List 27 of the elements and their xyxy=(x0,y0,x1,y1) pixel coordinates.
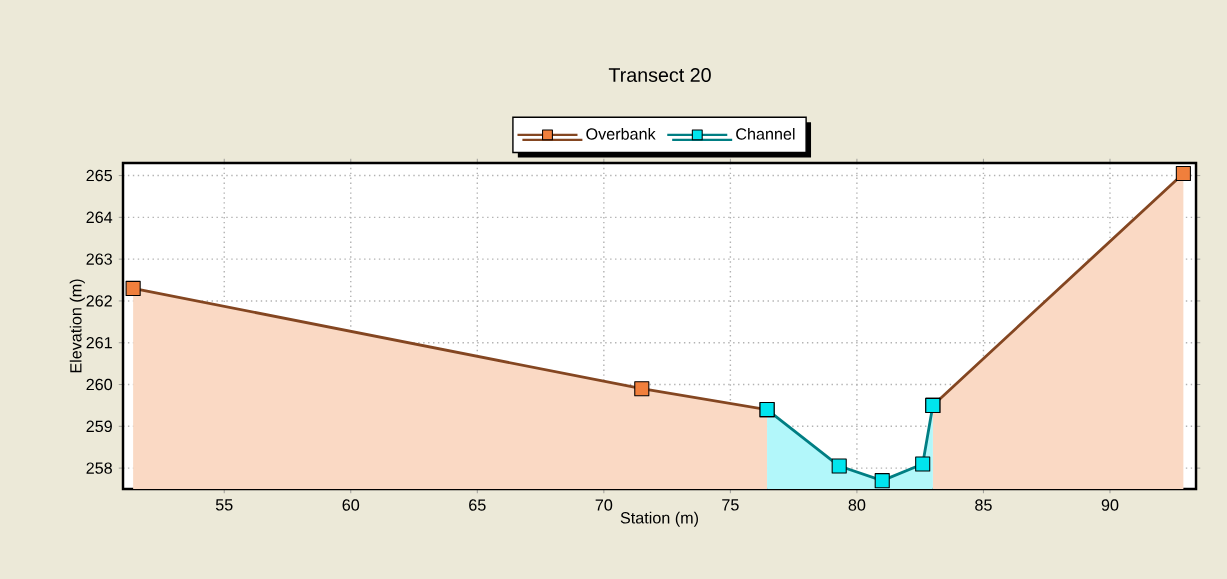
x-tick-label: 60 xyxy=(342,499,360,511)
y-axis-title: Elevation (m) xyxy=(69,279,85,373)
y-tick-label: 258 xyxy=(86,462,112,474)
x-axis-title: Station (m) xyxy=(620,511,698,527)
x-tick-label: 90 xyxy=(1101,499,1119,511)
point xyxy=(1175,165,1191,182)
y-tick-label: 265 xyxy=(86,169,113,182)
y-tick-label: 264 xyxy=(86,211,113,224)
x-tick-label: 75 xyxy=(722,499,739,511)
point xyxy=(125,280,141,296)
x-tick-label: 80 xyxy=(848,499,866,511)
point xyxy=(915,456,931,472)
legend-label: Overbank xyxy=(586,127,656,140)
x-tick-label: 85 xyxy=(975,499,992,511)
y-tick-label: 259 xyxy=(86,420,112,433)
point xyxy=(634,381,650,397)
y-tick-label: 262 xyxy=(86,295,112,307)
x-tick-label: 70 xyxy=(595,499,613,511)
y-tick-label: 260 xyxy=(86,378,113,391)
x-tick-label: 55 xyxy=(215,499,233,511)
y-tick-label: 261 xyxy=(86,337,112,349)
point xyxy=(874,473,890,489)
y-tick-label: 263 xyxy=(86,253,112,265)
x-tick-label: 65 xyxy=(469,499,486,511)
legend-label: Channel xyxy=(736,127,795,140)
chart-title: Transect 20 xyxy=(608,68,711,82)
point xyxy=(831,458,847,474)
